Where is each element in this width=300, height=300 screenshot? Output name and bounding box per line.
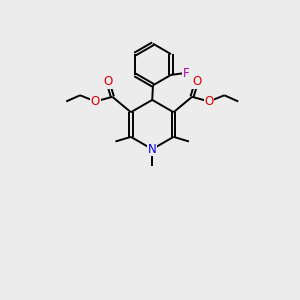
Text: O: O — [103, 75, 112, 88]
Text: N: N — [148, 143, 157, 156]
Text: O: O — [204, 95, 214, 108]
Text: O: O — [192, 75, 201, 88]
Text: F: F — [183, 67, 190, 80]
Text: O: O — [91, 95, 100, 108]
